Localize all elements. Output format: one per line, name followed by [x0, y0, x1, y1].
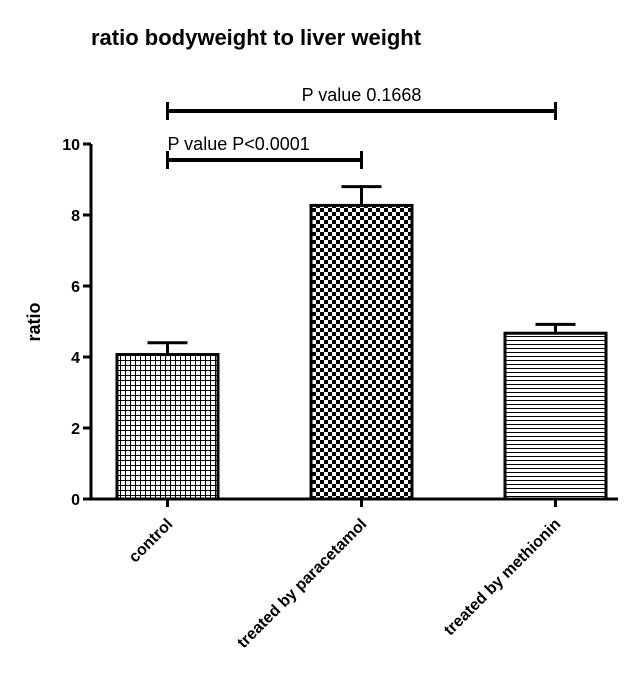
x-category-label: control: [126, 516, 176, 566]
bars: [115, 203, 608, 501]
chart-title: ratio bodyweight to liver weight: [91, 25, 422, 50]
bar: [503, 331, 608, 501]
y-tick-label: 4: [71, 350, 80, 367]
category-labels: control treated by paracetamol treated by …: [126, 516, 564, 652]
error-bars: [147, 185, 576, 507]
y-tick-label: 8: [71, 208, 80, 225]
y-ticks: 0 2 4 6 8 10: [62, 137, 91, 509]
p-value-label: P value 0.1668: [302, 85, 422, 105]
y-axis-label: ratio: [24, 302, 44, 341]
y-tick-label: 10: [62, 137, 80, 154]
y-tick-label: 2: [71, 421, 80, 438]
y-tick-label: 6: [71, 279, 80, 296]
bar: [115, 353, 220, 501]
significance-brackets: P value 0.1668 P value P<0.0001: [166, 85, 557, 169]
bar: [309, 203, 414, 501]
p-value-label: P value P<0.0001: [168, 134, 310, 154]
x-category-label: treated by paracetamol: [234, 516, 370, 652]
x-category-label: treated by methionin: [441, 516, 564, 639]
y-tick-label: 0: [71, 492, 80, 509]
